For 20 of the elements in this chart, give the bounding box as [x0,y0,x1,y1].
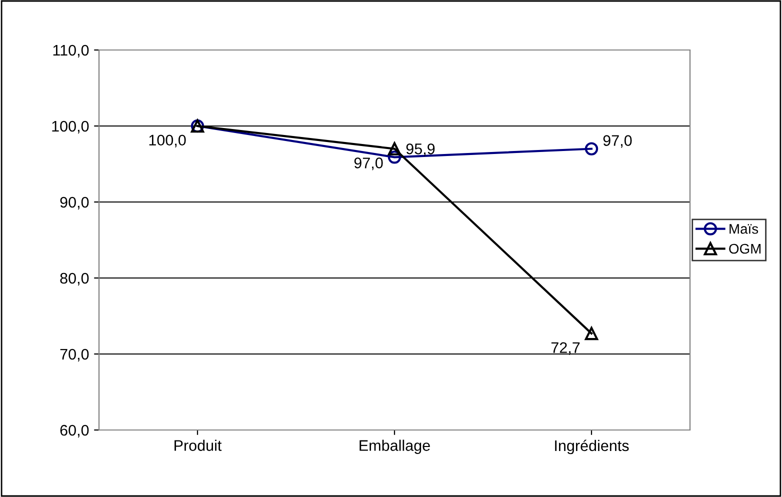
data-label: 97,0 [354,158,383,170]
point [388,142,402,156]
y-tick-label: 60,0 [60,424,89,438]
x-tick-label: Produit [174,440,222,451]
y-tick-label: 90,0 [60,196,89,210]
point [388,150,402,164]
y-tick-label: 110,0 [53,44,89,58]
data-label: 100,0 [149,134,186,148]
y-tick-label: 100,0 [52,120,89,134]
y-tick-label: 70,0 [60,348,89,362]
data-label: 97,0 [603,135,632,148]
legend-label: Maïs [730,224,758,234]
legend-label: OGM [729,244,761,254]
y-tick-label: 80,0 [60,272,89,286]
x-tick-label: Emballage [360,440,430,454]
point [584,326,598,340]
x-tick-label: Ingrédients [555,440,629,454]
data-label: 72,7 [551,342,580,355]
point [584,142,598,156]
data-label: 95,9 [406,144,435,156]
